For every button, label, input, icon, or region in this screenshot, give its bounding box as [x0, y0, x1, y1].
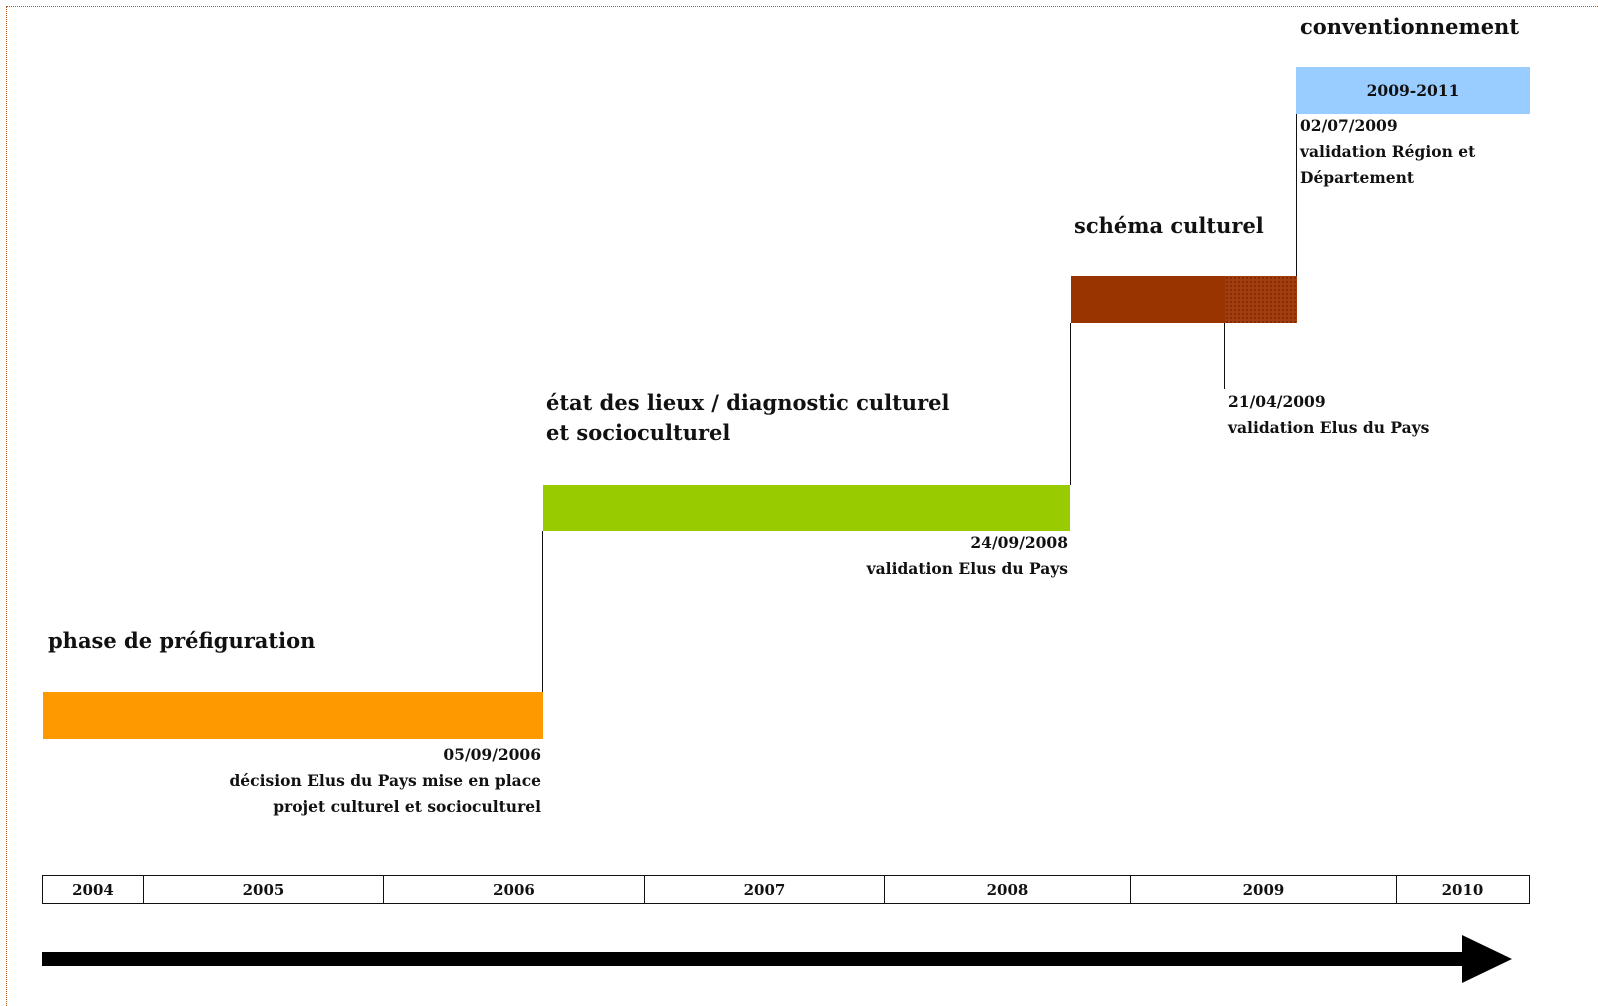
- year-cell: 2004: [43, 876, 144, 903]
- milestone-date: 02/07/2009: [1300, 116, 1398, 135]
- phase-title-conventionnement: conventionnement: [1300, 14, 1520, 39]
- milestone-text: Département: [1300, 168, 1415, 187]
- year-cell: 2010: [1441, 880, 1484, 899]
- year-cell: 2006: [384, 876, 645, 903]
- milestone-text: validation Elus du Pays: [1228, 418, 1430, 437]
- milestone-2006: 05/09/2006 décision Elus du Pays mise en…: [160, 742, 541, 820]
- milestone-2009-july: 02/07/2009 validation Région et Départem…: [1300, 113, 1530, 191]
- diagram-frame: [6, 6, 1598, 1006]
- phase-bar-conventionnement: [1296, 67, 1530, 114]
- phase-bar-diagnostic: [543, 485, 1070, 531]
- phase-bar-schema-hatched: [1225, 276, 1297, 323]
- phase-title-schema: schéma culturel: [1074, 213, 1264, 238]
- year-cell: 2005: [144, 876, 384, 903]
- phase-title-diagnostic: état des lieux / diagnostic culturel et …: [546, 390, 950, 445]
- step-connector: [1070, 323, 1071, 485]
- phase-bar-prefiguration: [43, 692, 543, 739]
- milestone-text: décision Elus du Pays mise en place: [229, 771, 541, 790]
- milestone-tick: [1224, 323, 1225, 389]
- milestone-date: 05/09/2006: [443, 745, 541, 764]
- period-label: 2009-2011: [1366, 81, 1460, 100]
- milestone-date: 21/04/2009: [1228, 392, 1326, 411]
- step-connector: [1296, 114, 1297, 276]
- year-axis: 2004 2005 2006 2007 2008 2009 2010: [42, 875, 1530, 904]
- year-cell: 2008: [885, 876, 1131, 903]
- milestone-text: validation Région et: [1300, 142, 1476, 161]
- timeline-arrow-icon: [42, 935, 1512, 983]
- step-connector: [542, 531, 543, 692]
- milestone-2008: 24/09/2008 validation Elus du Pays: [760, 530, 1068, 582]
- milestone-date: 24/09/2008: [970, 533, 1068, 552]
- year-cell: 2009: [1131, 876, 1397, 903]
- year-cell: 2007: [645, 876, 885, 903]
- milestone-2009-april: 21/04/2009 validation Elus du Pays: [1228, 389, 1488, 441]
- milestone-text: projet culturel et socioculturel: [273, 797, 541, 816]
- phase-title-prefiguration: phase de préfiguration: [48, 628, 316, 653]
- milestone-text: validation Elus du Pays: [866, 559, 1068, 578]
